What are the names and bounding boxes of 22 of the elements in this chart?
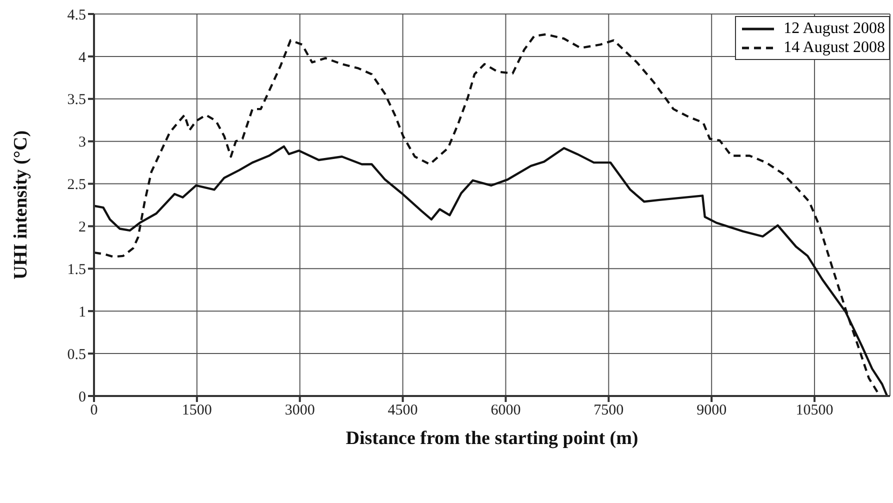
y-tick-label: 3.5	[67, 92, 86, 108]
legend-label: 14 August 2008	[784, 38, 885, 57]
x-tick-label: 0	[90, 402, 98, 419]
y-tick-label: 1	[78, 304, 86, 320]
x-tick-label: 3000	[284, 402, 315, 419]
y-tick-label: 1.5	[67, 262, 86, 278]
y-tick-label: 4.5	[67, 7, 86, 24]
y-tick-label: 4	[78, 50, 86, 66]
legend-label: 12 August 2008	[784, 19, 885, 38]
x-tick-label: 7500	[594, 402, 624, 419]
y-tick-label: 0.5	[67, 346, 86, 363]
x-tick-label: 10500	[796, 402, 834, 419]
y-tick-label: 2.5	[67, 177, 86, 194]
x-tick-label: 6000	[490, 402, 521, 419]
x-tick-label: 4500	[388, 402, 418, 419]
y-tick-label: 2	[78, 220, 86, 236]
x-axis-title: Distance from the starting point (m)	[346, 428, 638, 449]
x-tick-label: 1500	[182, 402, 212, 419]
y-tick-label: 3	[78, 134, 86, 151]
y-tick-label: 0	[78, 389, 86, 406]
y-axis-title: UHI intensity (°C)	[10, 130, 32, 280]
x-tick-label: 9000	[696, 402, 727, 419]
